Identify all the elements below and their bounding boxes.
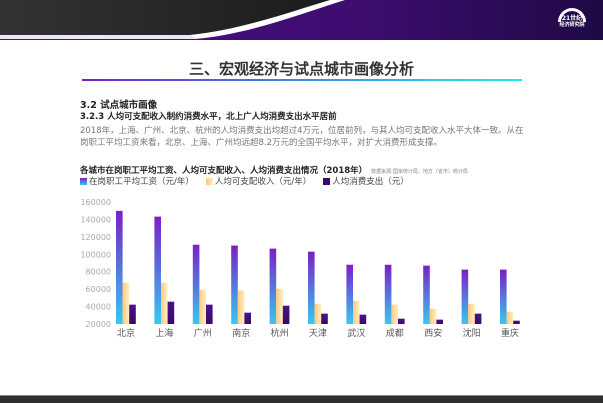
- bar-上海-series-0: [154, 216, 161, 324]
- x-tick-label: 南京: [232, 327, 250, 339]
- chart-title-row: 各城市在岗职工平均工资、人均可支配收入、人均消费支出情况（2018年） 数据来源:…: [80, 164, 468, 176]
- bar-西安-series-2: [436, 319, 443, 324]
- bar-天津-series-0: [308, 251, 315, 324]
- bar-西安-series-0: [423, 265, 430, 324]
- chart-title: 各城市在岗职工平均工资、人均可支配收入、人均消费支出情况（2018年）: [80, 166, 368, 176]
- x-tick-label: 杭州: [271, 327, 289, 339]
- x-tick-label: 武汉: [347, 327, 365, 339]
- bar-沈阳-series-2: [474, 313, 482, 324]
- bar-杭州-series-2: [282, 305, 290, 324]
- y-tick-label: 80000: [86, 268, 111, 277]
- bar-武汉-series-0: [346, 264, 353, 324]
- bar-广州-series-1: [199, 289, 206, 324]
- y-tick-label: 140000: [80, 215, 111, 224]
- y-tick-label: 120000: [80, 233, 111, 242]
- x-tick-label: 北京: [117, 327, 135, 339]
- chart-source: 数据来源:国家统计局，地方（省市）统计局: [371, 169, 468, 175]
- legend-swatch: [80, 177, 87, 185]
- legend-swatch: [323, 177, 331, 185]
- bar-天津-series-1: [314, 303, 322, 324]
- bar-沈阳-series-0: [461, 269, 469, 324]
- bar-南京-series-2: [244, 312, 251, 324]
- legend-item-wage: 在岗职工平均工资（元/年）: [80, 175, 194, 187]
- bar-北京-series-0: [116, 210, 123, 324]
- section-heading: 3.2 试点城市画像: [80, 100, 158, 111]
- x-tick-label: 广州: [194, 327, 212, 339]
- chart-legend: 在岗职工平均工资（元/年） 人均可支配收入（元/年） 人均消费支出（元）: [80, 175, 409, 187]
- page-title: 三、宏观经济与试点城市画像分析: [188, 60, 414, 78]
- y-tick-label: 160000: [80, 198, 111, 207]
- bar-广州-series-0: [192, 244, 200, 324]
- title-underline: [82, 79, 522, 81]
- bar-成都-series-0: [384, 264, 392, 324]
- footer-bar: [0, 395, 603, 403]
- y-tick-label: 100000: [80, 250, 111, 259]
- x-tick-label: 天津: [309, 328, 327, 339]
- logo-text: 21世纪: [561, 15, 583, 22]
- bar-广州-series-2: [206, 304, 213, 324]
- x-tick-label: 西安: [424, 327, 442, 339]
- legend-label: 在岗职工平均工资（元/年）: [89, 177, 194, 187]
- bar-沈阳-series-1: [468, 303, 475, 324]
- logo: 21世纪 经济研究院: [555, 8, 589, 36]
- bar-武汉-series-2: [359, 314, 367, 324]
- y-tick-label: 60000: [86, 285, 111, 294]
- bar-上海-series-1: [161, 282, 168, 324]
- x-tick-label: 成都: [386, 327, 404, 339]
- bar-北京-series-2: [129, 304, 136, 324]
- bar-重庆-series-1: [506, 311, 514, 324]
- logo-subtext: 经济研究院: [559, 22, 585, 28]
- y-tick-label: 20000: [86, 320, 111, 329]
- x-tick-label: 沈阳: [463, 327, 481, 339]
- legend-item-income: 人均可支配收入（元/年）: [205, 175, 312, 187]
- bar-西安-series-1: [429, 308, 437, 324]
- y-tick-label: 40000: [86, 303, 111, 312]
- legend-item-spending: 人均消费支出（元）: [323, 175, 409, 187]
- bar-重庆-series-2: [513, 320, 520, 324]
- bar-天津-series-2: [321, 313, 328, 324]
- bar-成都-series-1: [391, 304, 398, 324]
- bar-南京-series-0: [231, 245, 238, 324]
- subsection-heading: 3.2.3 人均可支配收入制约消费水平，北上广人均消费支出水平居前: [80, 112, 337, 122]
- bar-重庆-series-0: [500, 269, 507, 324]
- body-paragraph: 2018年，上海、广州、北京、杭州的人均消费支出均超过4万元，位居前列，与其人均…: [80, 126, 524, 148]
- legend-label: 人均可支配收入（元/年）: [214, 177, 312, 187]
- bar-北京-series-1: [122, 282, 130, 324]
- bar-成都-series-2: [398, 318, 405, 324]
- bar-上海-series-2: [167, 301, 175, 324]
- header-banner: [0, 0, 603, 40]
- legend-label: 人均消费支出（元）: [332, 177, 409, 187]
- bar-杭州-series-0: [269, 248, 277, 324]
- bar-杭州-series-1: [276, 288, 283, 324]
- x-tick-label: 重庆: [501, 327, 519, 339]
- bar-武汉-series-1: [353, 300, 360, 324]
- x-tick-label: 上海: [155, 327, 173, 339]
- bar-南京-series-1: [237, 290, 245, 324]
- legend-swatch: [205, 177, 213, 185]
